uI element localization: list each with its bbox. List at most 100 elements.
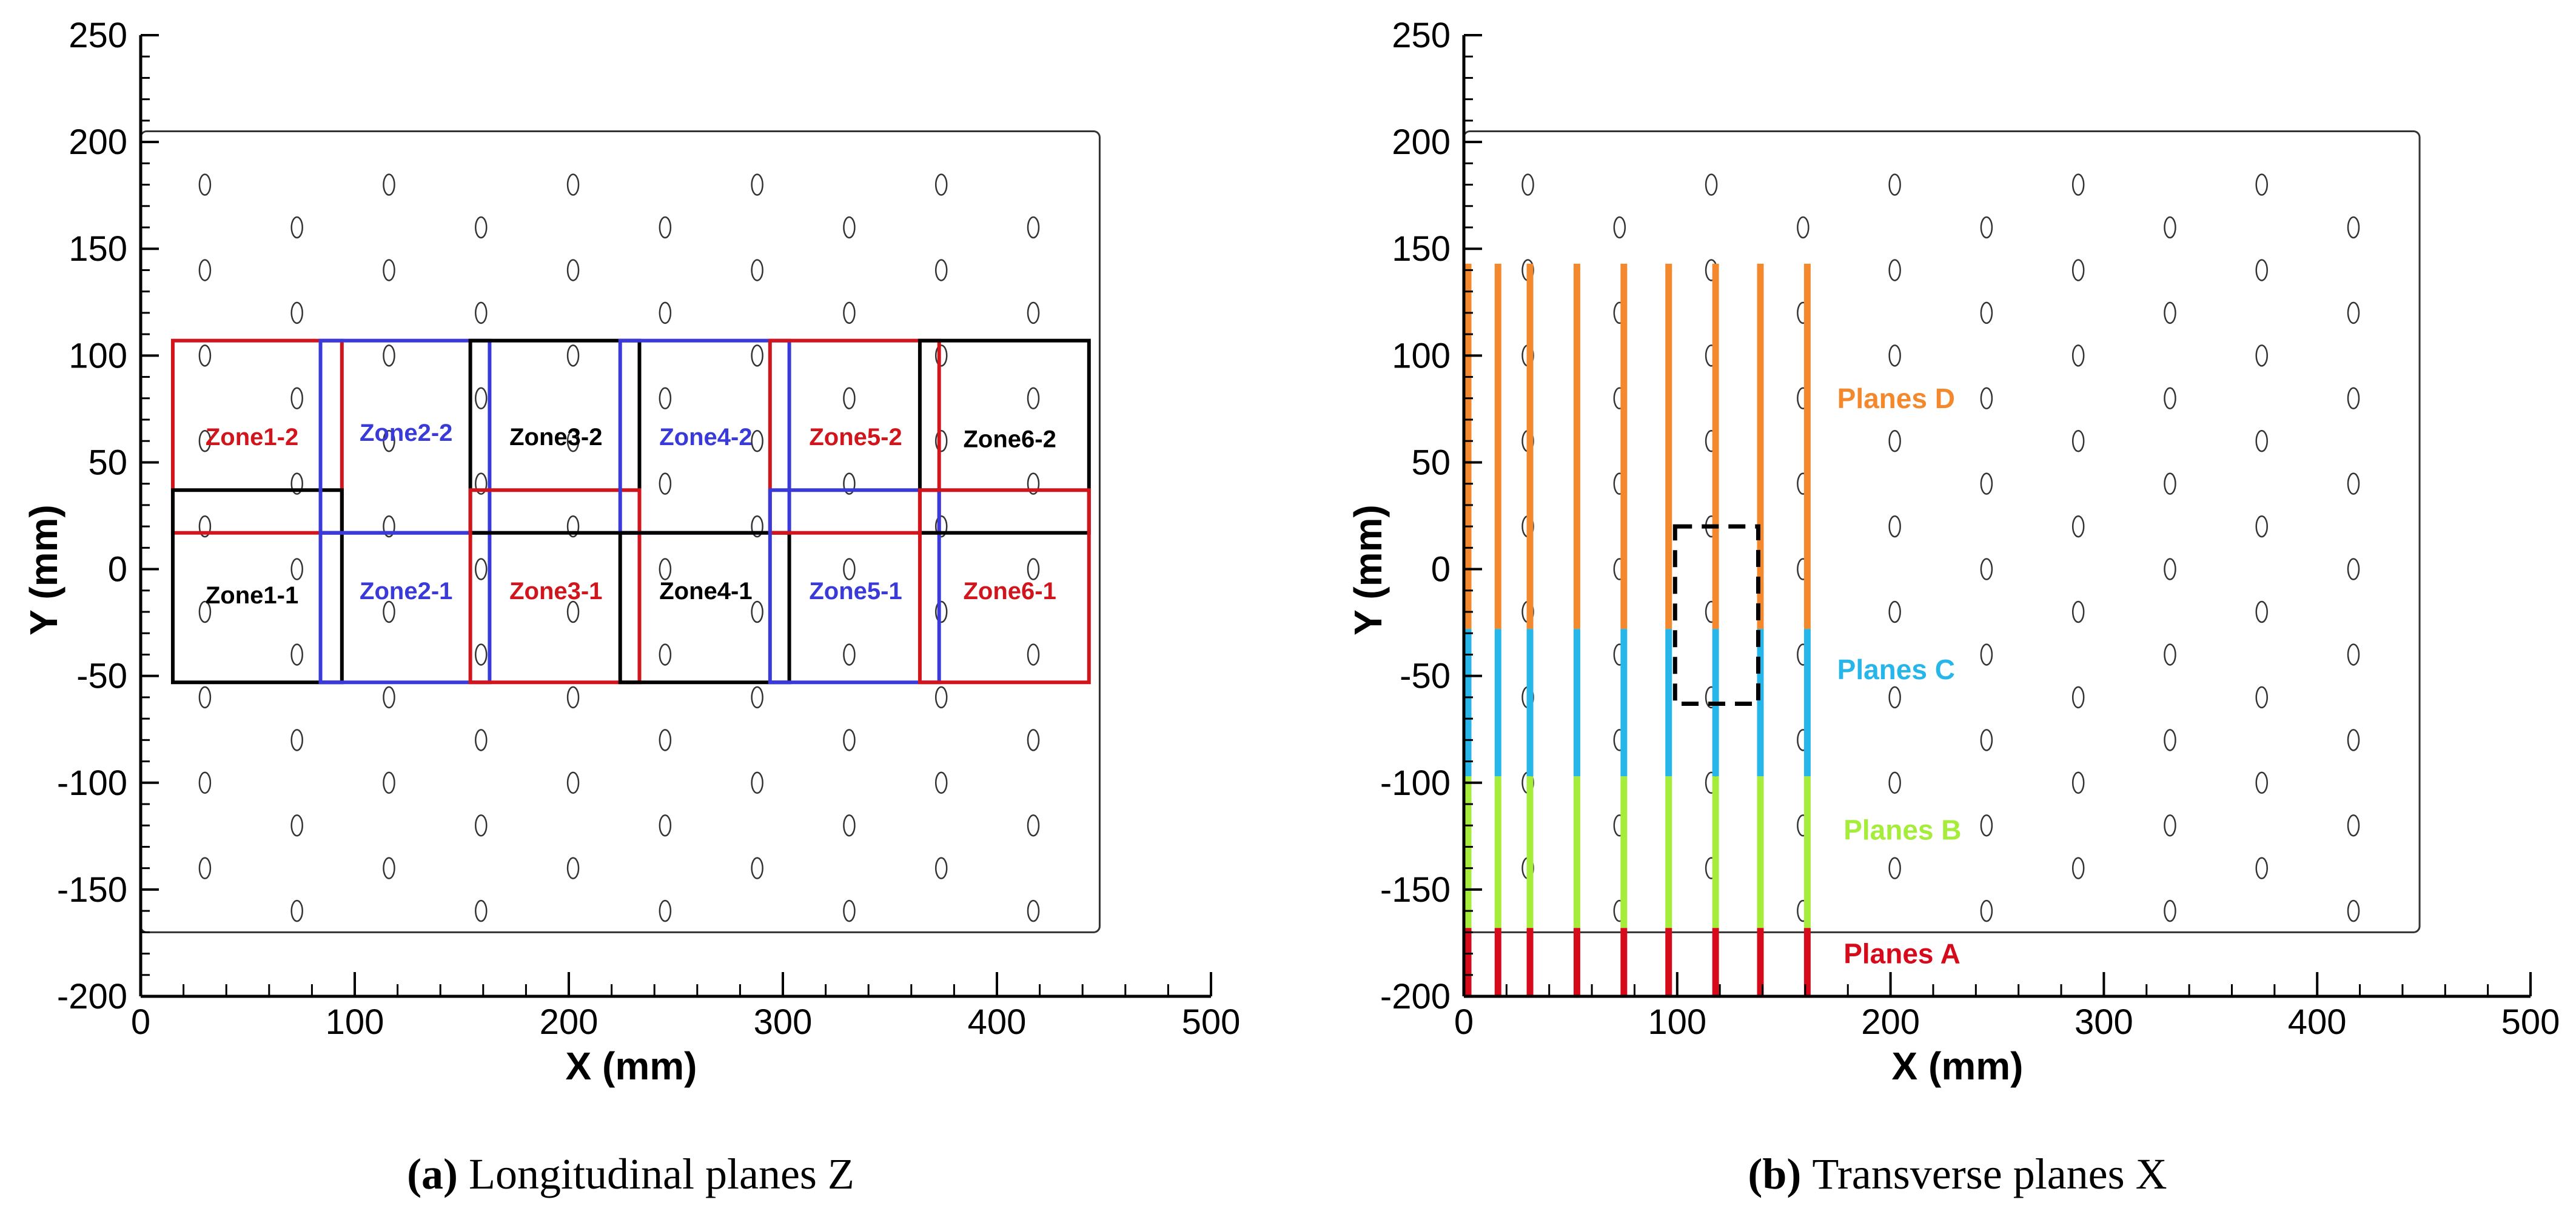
panel-b-hole-marker xyxy=(2255,173,2268,196)
panel-b-hole-marker xyxy=(1980,301,1993,324)
zone-label-zone4-2: Zone4-2 xyxy=(659,424,752,451)
panel-a-hole-marker xyxy=(290,899,303,922)
panel-b-x-tick-label: 400 xyxy=(2288,1002,2347,1042)
panel-b-hole-marker xyxy=(2347,558,2360,580)
panel-b-y-tick-label: -200 xyxy=(1380,977,1451,1016)
panel-a-y-tick-label: 150 xyxy=(69,229,127,269)
panel-a-hole-marker xyxy=(198,344,212,367)
panel-a-hole-marker xyxy=(566,600,580,623)
panel-a-hole-marker xyxy=(934,173,948,196)
panel-b-axes: -200 -150 -100 -50 0 50 100 150 200 250 0 100 200 300… xyxy=(1380,16,2560,1042)
panel-a-hole-marker xyxy=(198,771,212,794)
panel-b-hole-marker xyxy=(2347,301,2360,324)
panel-b-hole-marker xyxy=(2347,729,2360,751)
panel-b-hole-marker xyxy=(2071,857,2085,879)
panel-a-hole-marker xyxy=(475,387,488,410)
panel-a-hole-marker xyxy=(843,301,856,324)
zone-box-zone3-1 xyxy=(468,488,642,685)
panel-a-hole-marker xyxy=(843,899,856,922)
panel-b-hole-marker xyxy=(1980,558,1993,580)
panel-b-y-tick-label: 100 xyxy=(1392,336,1451,375)
panel-a-xlabel: X (mm) xyxy=(566,1044,697,1088)
panel-b-hole-marker xyxy=(2347,472,2360,495)
panel-b-domain-box xyxy=(1463,130,2421,933)
panel-b-hole-marker xyxy=(1980,387,1993,410)
zone-box-zone2-1 xyxy=(318,531,492,685)
panel-a-hole-marker xyxy=(1027,216,1040,239)
zone-box-zone3-2 xyxy=(468,338,642,535)
panel-b-hole-marker xyxy=(2255,857,2268,879)
panel-a-hole-marker xyxy=(751,686,763,709)
panel-a-hole-marker xyxy=(843,729,856,751)
panel-a-hole-marker xyxy=(659,301,672,324)
panel-b-hole-marker xyxy=(1980,472,1993,495)
panel-a-axes: -200 -150 -100 -50 0 50 100 150 200 250 0 100 200 300… xyxy=(57,16,1240,1042)
panel-a-hole-marker xyxy=(659,558,672,580)
panel-a-hole-marker xyxy=(475,814,488,837)
panel-b-hole-marker xyxy=(2071,771,2085,794)
plane-label-planes-d: Planes D xyxy=(1837,383,1955,414)
panel-a-hole-marker xyxy=(475,899,488,922)
zone-label-zone4-1: Zone4-1 xyxy=(659,578,752,605)
panel-a-hole-marker xyxy=(843,814,856,837)
dashed-region-box xyxy=(1672,524,1760,706)
panel-a-hole-marker xyxy=(290,472,303,495)
panel-a-y-tick-label: -150 xyxy=(57,870,127,910)
panel-b-y-tick-label: 200 xyxy=(1392,122,1451,162)
panel-b-hole-marker xyxy=(2071,173,2085,196)
plane-label-planes-b: Planes B xyxy=(1843,814,1961,845)
panel-a-hole-marker xyxy=(934,686,948,709)
panel-b-y-tick-label: 50 xyxy=(1411,443,1451,482)
panel-a-hole-marker xyxy=(843,387,856,410)
panel-a-hole-marker xyxy=(1027,301,1040,324)
panel-b-hole-marker xyxy=(2071,600,2085,623)
panel-a-y-tick-label: -100 xyxy=(57,763,127,803)
panel-b-caption-letter: (b) xyxy=(1748,1150,1801,1198)
panel-a-hole-marker xyxy=(659,472,672,495)
panel-a-hole-marker xyxy=(198,259,212,281)
panel-a-hole-marker xyxy=(566,344,580,367)
panel-a-hole-marker xyxy=(659,216,672,239)
panel-b-y-tick-label: 0 xyxy=(1431,550,1451,589)
panel-b-x-tick-label: 200 xyxy=(1861,1002,1920,1042)
panel-a-hole-marker xyxy=(475,216,488,239)
panel-b-holes xyxy=(1521,173,2360,922)
panel-b-hole-marker xyxy=(2164,301,2176,324)
zone-label-zone2-2: Zone2-2 xyxy=(360,420,452,446)
panel-a-hole-marker xyxy=(934,259,948,281)
panel-b-hole-marker xyxy=(1797,216,1810,239)
panel-b-xlabel: X (mm) xyxy=(1892,1044,2024,1088)
panel-a-hole-marker xyxy=(751,173,763,196)
panel-a-hole-marker xyxy=(383,857,395,879)
panel-b-hole-marker xyxy=(2255,686,2268,709)
panel-a-hole-marker xyxy=(566,857,580,879)
panel-a-hole-marker xyxy=(934,600,948,623)
panel-b-hole-marker xyxy=(1888,344,1901,367)
panel-a-hole-marker xyxy=(1027,899,1040,922)
panel-b-caption-text: Transverse planes X xyxy=(1812,1150,2167,1198)
panel-a-caption-letter: (a) xyxy=(407,1150,458,1198)
panel-a-hole-marker xyxy=(383,344,395,367)
panel-a-longitudinal-planes: Zone1-2 Zone1-1 Zone2-2 Zone2-1 Zone3-2 Zone3… xyxy=(22,16,1240,1198)
panel-b-hole-marker xyxy=(2164,472,2176,495)
panel-a-hole-marker xyxy=(659,387,672,410)
panel-a-y-tick-label: 250 xyxy=(69,16,127,55)
panel-b-y-tick-label: 250 xyxy=(1392,16,1451,55)
panel-a-hole-marker xyxy=(934,771,948,794)
panel-a-hole-marker xyxy=(383,686,395,709)
zone-box-zone1-1 xyxy=(170,488,344,685)
panel-b-hole-marker xyxy=(2164,387,2176,410)
panel-b-ylabel: Y (mm) xyxy=(1346,505,1390,636)
panel-a-y-tick-label: -50 xyxy=(76,657,127,696)
panel-a-x-tick-label: 300 xyxy=(754,1002,813,1042)
panel-a-hole-marker xyxy=(383,600,395,623)
panel-a-hole-marker xyxy=(566,771,580,794)
panel-a-hole-marker xyxy=(659,814,672,837)
panel-a-hole-marker xyxy=(475,472,488,495)
panel-a-x-tick-label: 0 xyxy=(131,1002,150,1042)
plane-label-planes-c: Planes C xyxy=(1837,654,1955,685)
panel-a-holes xyxy=(198,173,1040,922)
panel-a-hole-marker xyxy=(566,515,580,538)
panel-a-hole-marker xyxy=(751,515,763,538)
